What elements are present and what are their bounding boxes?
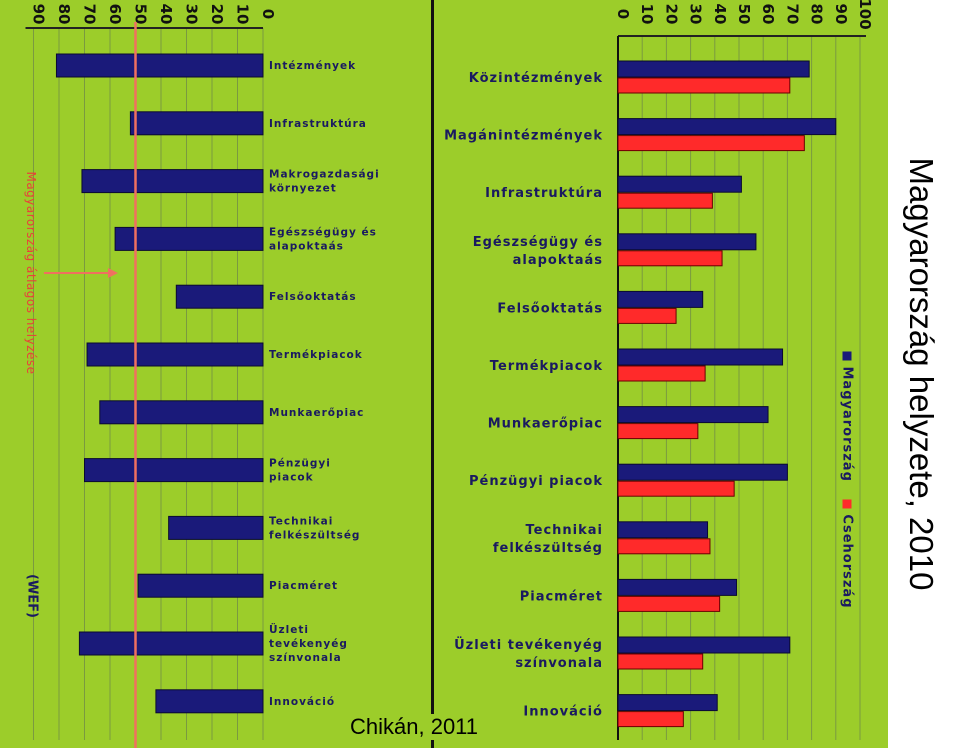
bar-term-kpiacok bbox=[86, 342, 264, 367]
category-label-eg-szs-g-gy-s-alapokta-s: Egészségügy és alapoktaás bbox=[269, 226, 377, 252]
tick-label-40: 40 bbox=[157, 4, 175, 25]
bar-hungary-infrastrukt-ra bbox=[617, 175, 742, 193]
bar-hungary-k-zint-zm-nyek bbox=[617, 60, 810, 78]
bar-zleti-tev-keny-g-sz-nvonala bbox=[78, 631, 264, 656]
left-bar-chart: 0 10 20 30 40 50 60 70 80 90 Intézmények Infrastruk… bbox=[25, 4, 380, 748]
panel-divider bbox=[431, 0, 434, 748]
category-label-zleti-tev-keny-g-sz-nvonala: Üzleti tevékenyég színvonala bbox=[454, 637, 603, 671]
bar-technikai-felk-sz-lts-g bbox=[168, 515, 264, 540]
tick-label-20: 20 bbox=[208, 4, 226, 25]
bar-hungary-innov-ci bbox=[617, 694, 718, 712]
bar-int-zm-nyek bbox=[55, 53, 264, 78]
tick-label-100: 100 bbox=[856, 0, 874, 30]
bar-p-nz-gyi-piacok bbox=[84, 458, 264, 483]
bar-czech-munkaer-piac bbox=[617, 423, 699, 440]
bar-infrastrukt-ra bbox=[129, 111, 264, 136]
tick-label-0: 0 bbox=[614, 9, 632, 19]
tick-label-30: 30 bbox=[183, 4, 201, 25]
bar-czech-p-nz-gyi-piacok bbox=[617, 480, 735, 497]
chart-legend: Magyarország Csehország bbox=[839, 347, 855, 609]
bar-makrogazdas-gi-k-rnyezet bbox=[81, 169, 264, 194]
tick-label-50: 50 bbox=[132, 4, 150, 25]
category-label-infrastrukt-ra: Infrastruktúra bbox=[485, 186, 603, 201]
legend-label-czech: Csehország bbox=[839, 514, 855, 609]
bar-hungary-fels-oktat-s bbox=[617, 290, 704, 308]
bar-czech-zleti-tev-keny-g-sz-nvonala bbox=[617, 653, 704, 670]
category-label-munkaer-piac: Munkaerőpiac bbox=[269, 407, 364, 419]
bar-eg-szs-g-gy-s-alapokta-s bbox=[114, 226, 264, 251]
bar-hungary-mag-nint-zm-nyek bbox=[617, 118, 837, 136]
bar-czech-fels-oktat-s bbox=[617, 307, 677, 324]
bar-innov-ci bbox=[155, 689, 264, 714]
bar-czech-term-kpiacok bbox=[617, 365, 706, 382]
category-label-mag-nint-zm-nyek: Magánintézmények bbox=[444, 129, 603, 144]
bar-fels-oktat-s bbox=[175, 284, 264, 309]
category-label-piacm-ret: Piacméret bbox=[520, 589, 603, 604]
category-label-term-kpiacok: Termékpiacok bbox=[490, 359, 603, 374]
bar-munkaer-piac bbox=[99, 400, 264, 425]
category-label-infrastrukt-ra: Infrastruktúra bbox=[269, 118, 367, 130]
bar-hungary-piacm-ret bbox=[617, 578, 738, 596]
bar-czech-infrastrukt-ra bbox=[617, 192, 713, 209]
category-label-fels-oktat-s: Felsőoktatás bbox=[497, 301, 603, 316]
tick-label-30: 30 bbox=[687, 4, 705, 25]
tick-label-40: 40 bbox=[711, 4, 729, 25]
category-label-piacm-ret: Piacméret bbox=[269, 580, 338, 592]
tick-label-90: 90 bbox=[30, 4, 48, 25]
category-label-makrogazdas-gi-k-rnyezet: Makrogazdasági környezet bbox=[269, 169, 380, 195]
bar-hungary-munkaer-piac bbox=[617, 406, 769, 424]
tick-label-80: 80 bbox=[55, 4, 73, 25]
tick-label-10: 10 bbox=[638, 4, 656, 25]
category-label-eg-szs-g-gy-s-alapokta-s: Egészségügy és alapoktaás bbox=[473, 235, 603, 268]
bar-czech-mag-nint-zm-nyek bbox=[617, 135, 805, 152]
category-label-munkaer-piac: Munkaerőpiac bbox=[488, 417, 603, 432]
right-bar-chart: 0 10 20 30 40 50 60 70 80 90 100 Közintézmények Magá… bbox=[444, 0, 874, 740]
tick-label-90: 90 bbox=[832, 4, 850, 25]
category-label-p-nz-gyi-piacok: Pénzügyi piacok bbox=[269, 458, 331, 484]
bar-hungary-eg-szs-g-gy-s-alapokta-s bbox=[617, 233, 757, 251]
tick-label-10: 10 bbox=[234, 4, 252, 25]
category-label-technikai-felk-sz-lts-g: Technikai felkészültség bbox=[493, 523, 603, 556]
legend-label-hungary: Magyarország bbox=[839, 366, 855, 482]
bar-hungary-technikai-felk-sz-lts-g bbox=[617, 521, 709, 539]
chart-title: Magyarország helyzete, 2010 bbox=[903, 157, 940, 591]
tick-label-50: 50 bbox=[735, 4, 753, 25]
category-label-k-zint-zm-nyek: Közintézmények bbox=[469, 71, 603, 86]
bar-czech-technikai-felk-sz-lts-g bbox=[617, 538, 711, 555]
average-arrow-head bbox=[108, 268, 118, 278]
bar-piacm-ret bbox=[137, 573, 264, 598]
category-label-technikai-felk-sz-lts-g: Technikai felkészültség bbox=[269, 515, 360, 541]
category-label-zleti-tev-keny-g-sz-nvonala: Üzleti tevékenyég színvonala bbox=[269, 622, 348, 664]
bar-hungary-zleti-tev-keny-g-sz-nvonala bbox=[617, 636, 791, 654]
bar-czech-k-zint-zm-nyek bbox=[617, 77, 791, 94]
credit-text: Chikán, 2011 bbox=[350, 714, 479, 740]
tick-label-60: 60 bbox=[759, 4, 777, 25]
category-label-int-zm-nyek: Intézmények bbox=[269, 60, 356, 72]
legend-swatch-hungary bbox=[842, 351, 852, 361]
bar-czech-innov-ci bbox=[617, 711, 684, 728]
legend-swatch-czech bbox=[842, 499, 852, 509]
tick-label-60: 60 bbox=[106, 4, 124, 25]
category-label-p-nz-gyi-piacok: Pénzügyi piacok bbox=[469, 474, 603, 489]
category-label-term-kpiacok: Termékpiacok bbox=[269, 349, 363, 361]
category-label-fels-oktat-s: Felsőoktatás bbox=[269, 291, 357, 303]
bar-hungary-p-nz-gyi-piacok bbox=[617, 463, 788, 481]
bar-czech-eg-szs-g-gy-s-alapokta-s bbox=[617, 250, 723, 267]
tick-label-70: 70 bbox=[81, 4, 99, 25]
bar-hungary-term-kpiacok bbox=[617, 348, 784, 366]
tick-label-80: 80 bbox=[808, 4, 826, 25]
tick-label-0: 0 bbox=[259, 9, 277, 19]
source-note: (WEF) bbox=[24, 574, 40, 618]
tick-label-70: 70 bbox=[783, 4, 801, 25]
tick-label-20: 20 bbox=[662, 4, 680, 25]
average-position-note: Magyarország átlagos helyzése bbox=[24, 171, 38, 375]
category-label-innov-ci: Innováció bbox=[523, 705, 603, 720]
category-label-innov-ci: Innováció bbox=[269, 696, 335, 708]
bar-czech-piacm-ret bbox=[617, 595, 721, 612]
